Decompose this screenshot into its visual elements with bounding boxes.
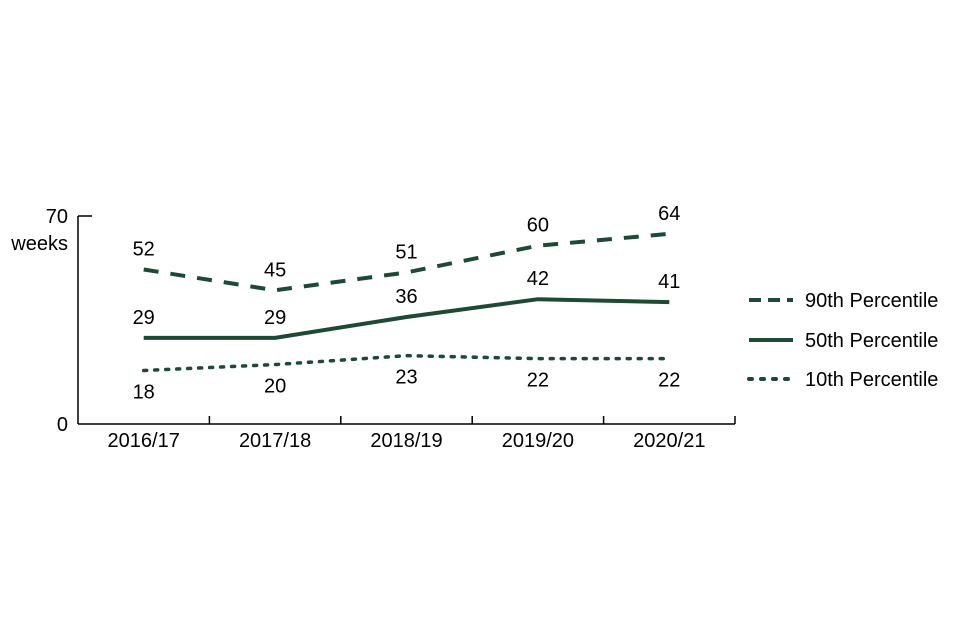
data-label: 64	[658, 203, 680, 225]
x-tick-label: 2020/21	[633, 430, 705, 452]
data-label: 60	[527, 215, 549, 237]
series-line-2	[141, 353, 672, 373]
series-line-0	[143, 231, 670, 293]
data-label: 29	[133, 307, 155, 329]
legend-label-0: 90th Percentile	[805, 290, 938, 312]
x-tick-label: 2019/20	[502, 430, 574, 452]
data-label: 22	[527, 370, 549, 392]
y-axis-unit: weeks	[10, 233, 68, 255]
data-label: 22	[658, 370, 680, 392]
x-tick-labels: 2016/17 2017/18 2018/19 2019/20 2020/21	[108, 430, 706, 452]
y-tick-label-max: 70	[46, 206, 68, 228]
data-label: 23	[395, 367, 417, 389]
y-tick-label-min: 0	[57, 414, 68, 436]
series-lines	[141, 231, 672, 373]
data-label: 36	[395, 286, 417, 308]
x-tick-label: 2017/18	[239, 430, 311, 452]
data-label: 42	[527, 268, 549, 290]
data-label: 20	[264, 376, 286, 398]
data-label: 45	[264, 259, 286, 281]
data-labels: 52 45 51 60 64 29 29 36 42 41 18 20 23 22 22	[133, 203, 681, 404]
series-line-1	[143, 297, 670, 340]
x-ticks	[208, 416, 736, 424]
data-label: 52	[133, 238, 155, 260]
legend-label-2: 10th Percentile	[805, 369, 938, 391]
x-tick-label: 2016/17	[108, 430, 180, 452]
data-label: 51	[395, 241, 417, 263]
legend: 90th Percentile 50th Percentile 10th Perce…	[747, 290, 938, 391]
legend-label-1: 50th Percentile	[805, 330, 938, 352]
x-tick-label: 2018/19	[370, 430, 442, 452]
data-label: 18	[133, 382, 155, 404]
data-label: 29	[264, 307, 286, 329]
data-label: 41	[658, 271, 680, 293]
